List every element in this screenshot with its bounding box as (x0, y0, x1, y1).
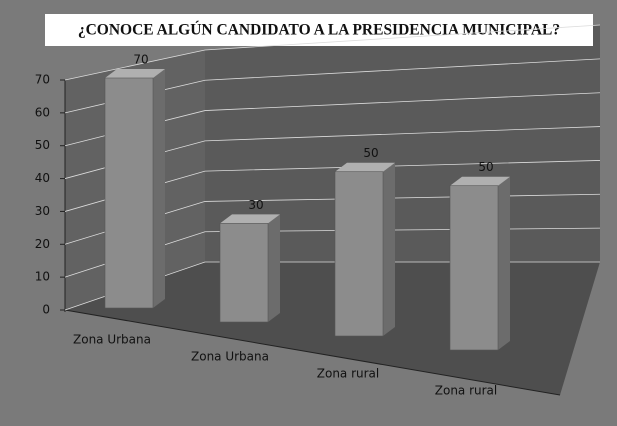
x-tick-label: Zona Urbana (191, 350, 269, 364)
data-label: 50 (478, 160, 493, 174)
y-tick-label: 0 (42, 303, 50, 317)
chart-title: ¿CONOCE ALGÚN CANDIDATO A LA PRESIDENCIA… (78, 22, 560, 39)
bar (104, 77, 154, 309)
y-tick-label: 20 (35, 237, 50, 251)
y-tick-label: 50 (35, 138, 50, 152)
y-tick-label: 60 (35, 105, 50, 119)
floor-edge (64, 309, 561, 396)
bar-top (220, 214, 280, 224)
y-tick-label: 40 (35, 171, 50, 185)
bar-top (335, 162, 395, 172)
y-tick-label: 10 (35, 270, 50, 284)
grid-line (64, 24, 601, 81)
bar (334, 171, 384, 337)
bar-top (450, 176, 510, 186)
data-label: 50 (363, 146, 378, 160)
data-label: 70 (133, 53, 148, 67)
y-tick-label: 30 (35, 204, 50, 218)
bar (219, 223, 269, 323)
y-tick-label: 70 (35, 73, 50, 87)
x-tick-label: Zona rural (435, 384, 498, 398)
title-box (45, 14, 593, 46)
bar-side (268, 214, 280, 322)
x-tick-label: Zona Urbana (73, 333, 151, 347)
bar-side (383, 162, 395, 336)
bar (449, 185, 499, 351)
bar-side (498, 176, 510, 350)
bar-side (153, 69, 165, 308)
bar-top (105, 69, 165, 78)
data-label: 30 (248, 198, 263, 212)
x-tick-label: Zona rural (317, 367, 380, 381)
